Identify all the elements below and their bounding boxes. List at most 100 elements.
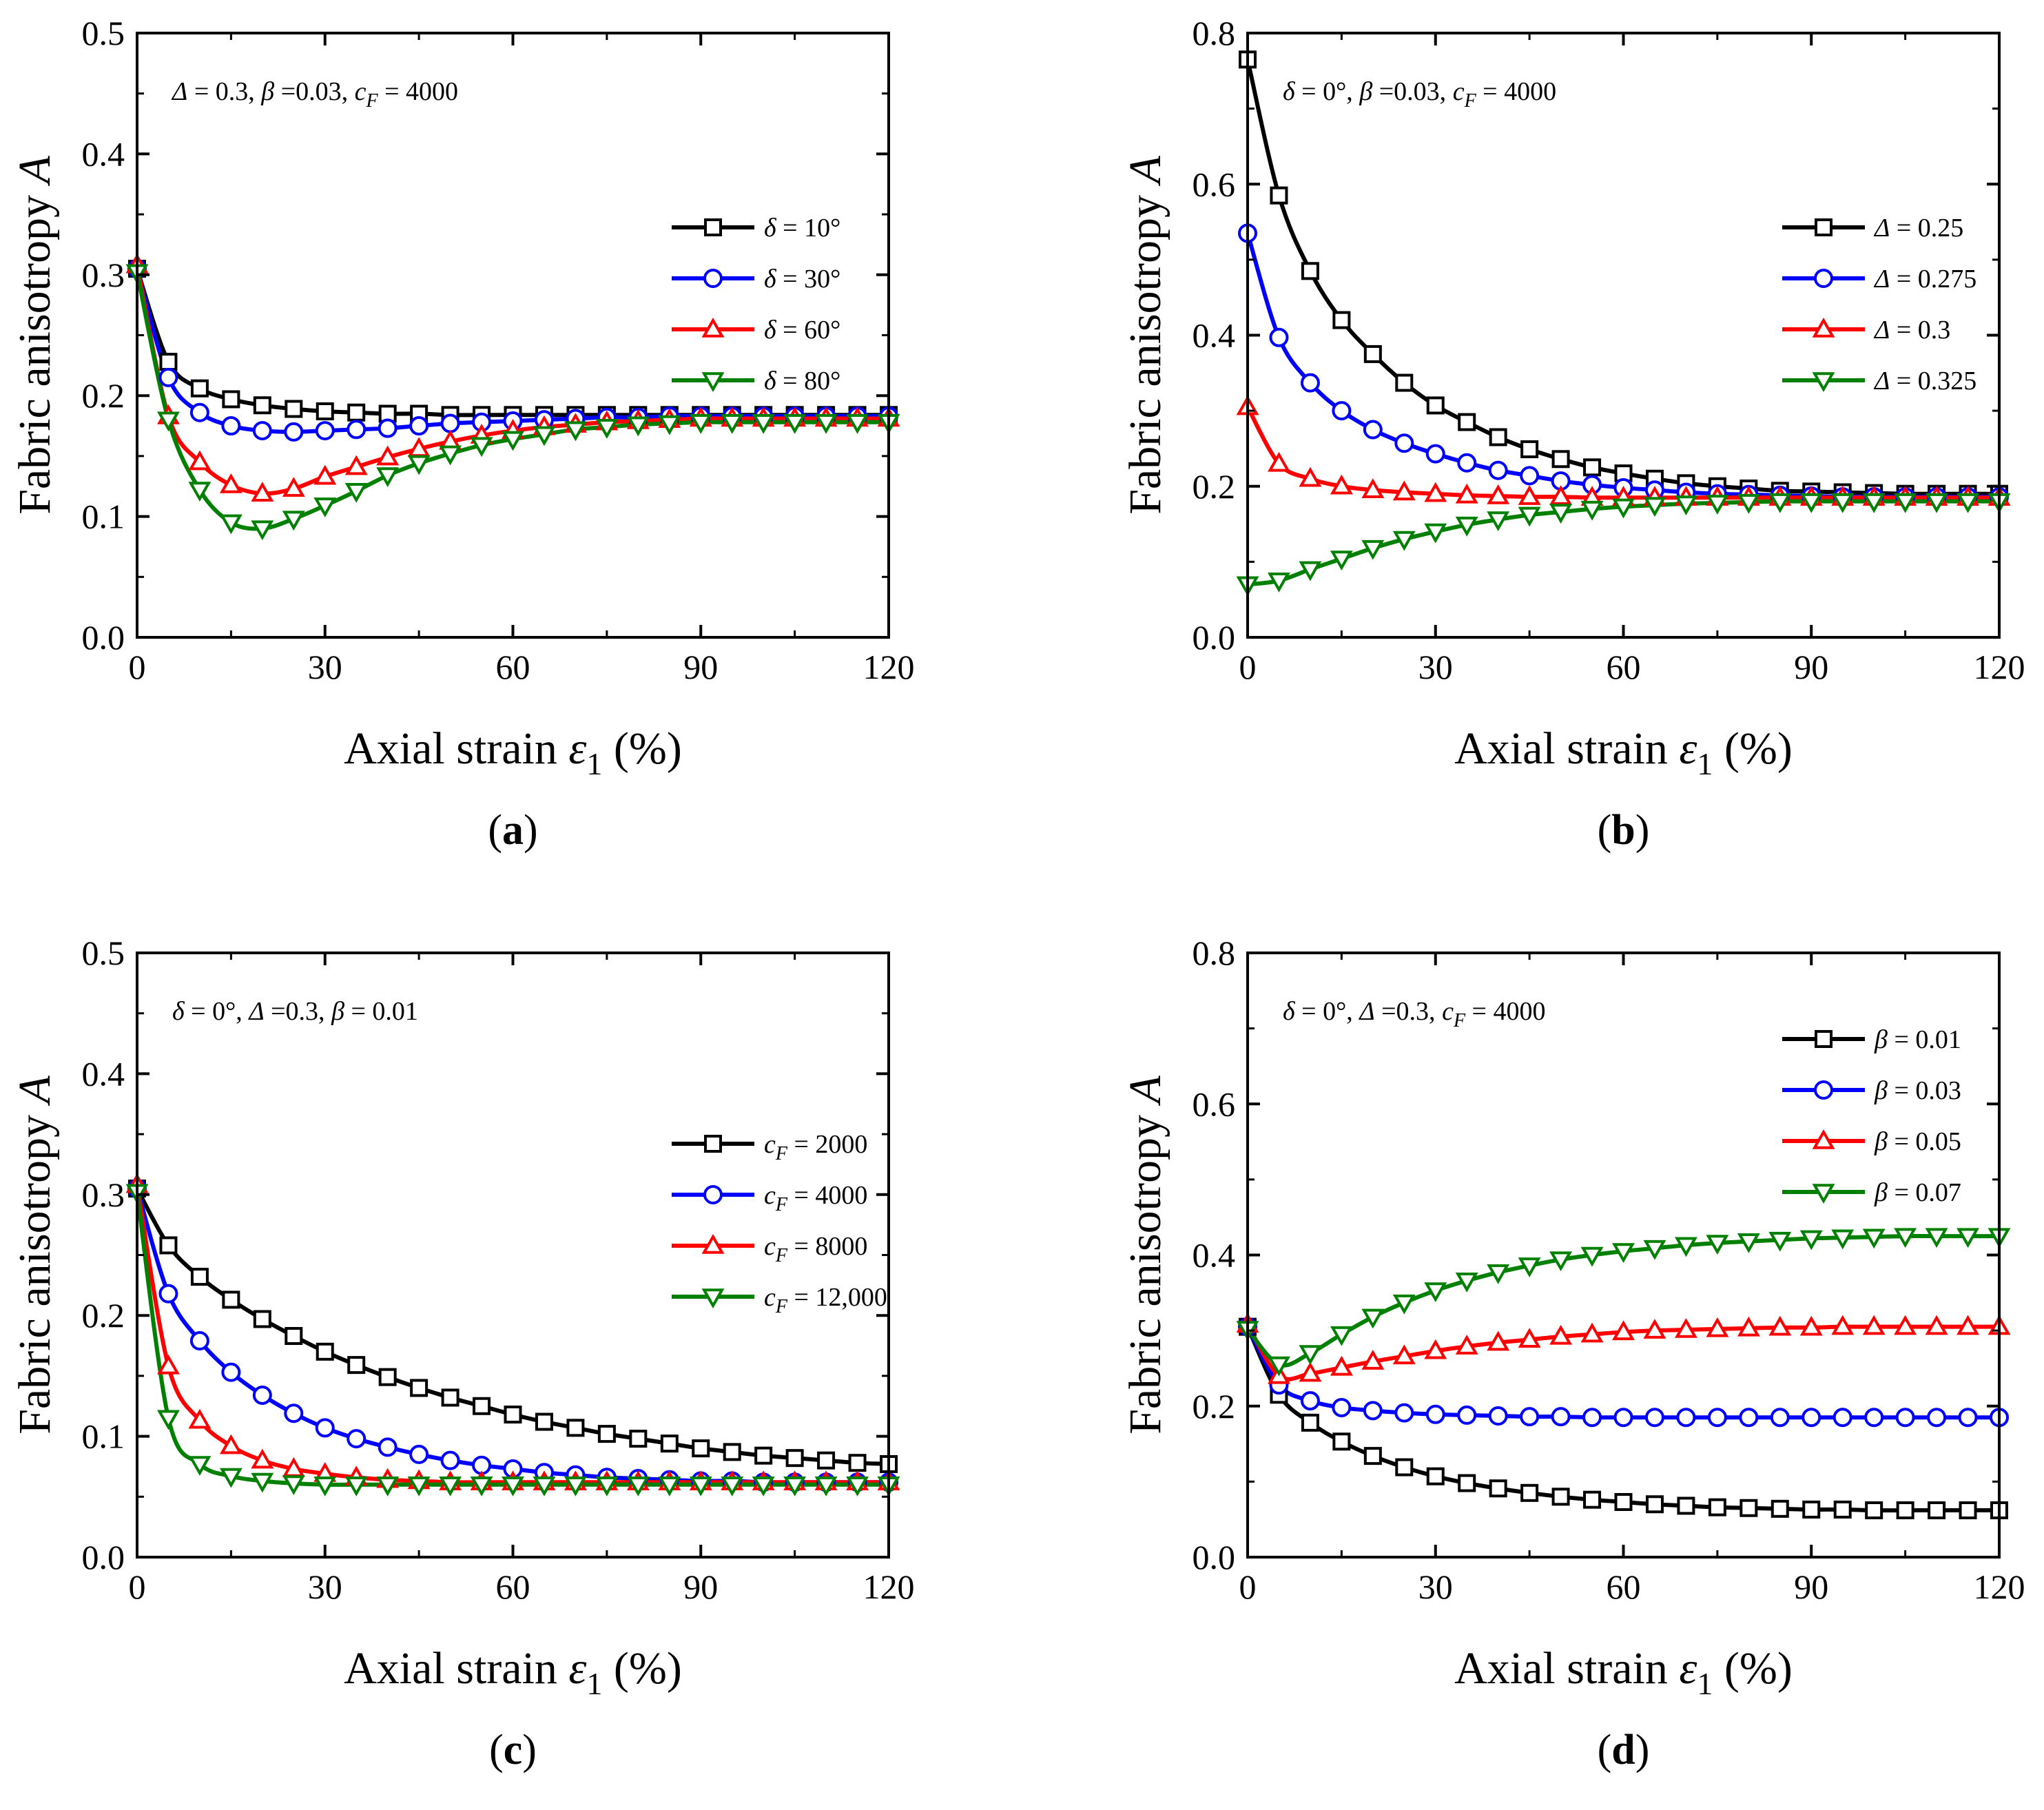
legend-label: δ = 10°: [764, 214, 840, 243]
y-tick-label: 0.8: [1193, 934, 1236, 972]
legend-label: cF = 8000: [764, 1232, 867, 1266]
data-point: [1928, 1501, 1946, 1520]
data-point: [158, 1284, 178, 1304]
data-point: [1551, 1488, 1570, 1506]
data-point: [1424, 482, 1447, 502]
data-point: [1455, 1335, 1478, 1355]
data-point: [1740, 1499, 1758, 1517]
data-point: [409, 1444, 429, 1464]
text-part: Δ: [1873, 316, 1890, 344]
text-part: Δ: [171, 77, 187, 106]
data-point: [692, 1439, 710, 1458]
data-point: [785, 1449, 804, 1468]
panel-label: (b): [1598, 807, 1650, 854]
data-point: [252, 1385, 272, 1405]
y-tick-label: 0.2: [82, 1296, 125, 1335]
text-part: = 0.3: [1890, 316, 1950, 344]
data-point: [1737, 1316, 1760, 1337]
text-part: c: [764, 1283, 776, 1312]
text-part: = 30°: [776, 265, 841, 294]
data-point: [1426, 1467, 1445, 1485]
text-part: β: [260, 77, 274, 106]
data-point: [1957, 1228, 1979, 1248]
text-part: =0.3,: [1375, 997, 1442, 1026]
y-tick-label: 0.0: [1193, 1538, 1236, 1576]
data-point: [1957, 1315, 1979, 1335]
data-point: [282, 1475, 305, 1496]
text-part: (%): [1713, 1643, 1792, 1694]
data-point: [1268, 1356, 1290, 1377]
data-point: [1643, 1240, 1666, 1260]
text-part: ): [524, 807, 538, 854]
text-part: 1: [586, 746, 602, 781]
data-point: [1518, 1257, 1541, 1277]
data-point: [378, 1437, 398, 1457]
series-line-1: [137, 1188, 889, 1485]
data-point: [564, 421, 587, 442]
text-part: δ: [764, 265, 777, 294]
data-point: [1332, 1432, 1351, 1451]
data-point: [1894, 1228, 1917, 1248]
data-point: [1489, 428, 1507, 446]
data-point: [1518, 485, 1541, 505]
legend-item: Δ = 0.325: [1782, 367, 1976, 395]
text-part: =0.3,: [265, 997, 331, 1026]
data-point: [1361, 1350, 1385, 1370]
text-part: Δ: [247, 997, 264, 1026]
data-point: [190, 1268, 209, 1286]
text-part: β: [1874, 1127, 1888, 1156]
data-point: [313, 1477, 337, 1497]
text-part: Axial strain: [344, 723, 568, 774]
series-line-1: [1248, 1326, 1999, 1420]
data-point: [282, 477, 305, 497]
data-point: [504, 1406, 522, 1424]
text-part: (: [489, 1727, 504, 1773]
series-line-2: [137, 1184, 889, 1485]
data-point: [1674, 1317, 1697, 1338]
legend-swatch-marker: [1814, 1080, 1833, 1100]
data-point: [1770, 1408, 1790, 1428]
x-axis-title: Axial strain ε1 (%): [1454, 1643, 1793, 1701]
data-point: [1488, 1406, 1508, 1426]
chart-svg: 0 30 60 90 120 0.0 0.2 0.4 0.6 0.8 Axial strain ε1…: [1120, 934, 2025, 1773]
text-part: A: [1120, 156, 1170, 187]
x-tick-label: 90: [683, 1567, 718, 1606]
data-point: [1768, 1315, 1792, 1336]
data-point: [313, 464, 337, 485]
text-part: = 0°,: [185, 997, 249, 1026]
legend-item: β = 0.05: [1782, 1127, 1961, 1156]
data-point: [441, 1388, 460, 1407]
legend-label: β = 0.03: [1874, 1076, 1961, 1105]
data-point: [158, 367, 178, 387]
data-point: [1612, 1243, 1635, 1264]
legend-label: cF = 12,000: [764, 1283, 887, 1317]
data-point: [1299, 1345, 1322, 1366]
data-point: [410, 1379, 429, 1397]
text-part: (%): [602, 1643, 681, 1694]
data-point: [1643, 497, 1666, 517]
text-part: = 0.01: [1888, 1025, 1961, 1054]
data-point: [251, 1472, 274, 1493]
legend-label: β = 0.07: [1874, 1178, 1961, 1207]
data-point: [1865, 1501, 1883, 1520]
text-part: =0.03,: [1372, 77, 1452, 106]
data-point: [626, 416, 650, 437]
x-tick-label: 120: [863, 1567, 915, 1606]
text-part: A: [10, 1076, 60, 1107]
text-part: A: [1120, 1076, 1170, 1107]
data-point: [1612, 1320, 1635, 1341]
y-tick-label: 0.1: [82, 497, 125, 536]
legend-item: Δ = 0.3: [1782, 316, 1950, 344]
text-part: A: [10, 156, 60, 187]
text-part: Δ: [1873, 265, 1890, 294]
x-tick-label: 30: [1418, 648, 1453, 686]
text-part: (: [1598, 807, 1612, 854]
data-point: [1394, 1403, 1414, 1423]
text-part: d: [1611, 1727, 1635, 1773]
data-point: [282, 511, 305, 531]
data-point: [502, 431, 524, 451]
data-point: [1269, 327, 1289, 347]
data-point: [1518, 1328, 1541, 1348]
data-point: [1518, 506, 1541, 527]
